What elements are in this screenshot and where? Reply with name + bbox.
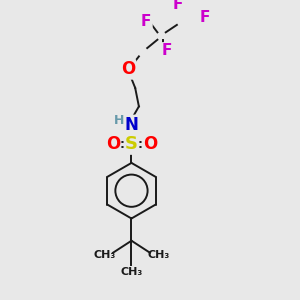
Text: O: O xyxy=(121,60,135,78)
Text: CH₃: CH₃ xyxy=(120,267,142,277)
Text: F: F xyxy=(141,14,152,29)
Text: CH₃: CH₃ xyxy=(94,250,116,260)
Text: N: N xyxy=(124,116,138,134)
Text: H: H xyxy=(114,114,124,127)
Text: O: O xyxy=(106,135,120,153)
Text: S: S xyxy=(125,135,138,153)
Text: O: O xyxy=(143,135,157,153)
Text: F: F xyxy=(200,10,210,25)
Text: F: F xyxy=(161,43,172,58)
Text: F: F xyxy=(172,0,183,12)
Text: CH₃: CH₃ xyxy=(147,250,170,260)
